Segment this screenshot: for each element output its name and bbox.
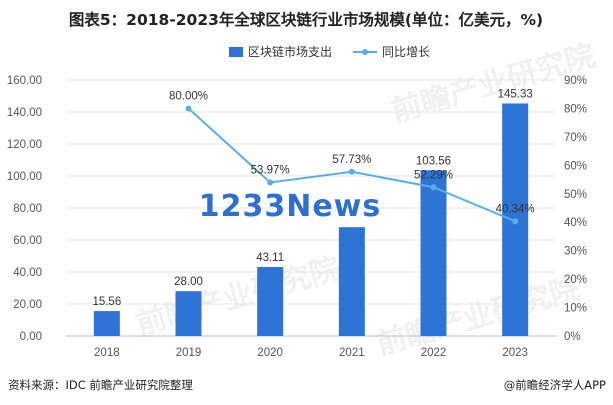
- legend-bar-swatch: [229, 47, 243, 57]
- x-tick-label: 2021: [339, 347, 365, 359]
- bar-data-label: 103.56: [416, 155, 451, 167]
- y-right-tick-label: 30%: [564, 246, 587, 258]
- legend-line-marker: [362, 49, 368, 55]
- bar-data-label: 28.00: [174, 276, 203, 288]
- chart-title: 图表5：2018-2023年全球区块链行业市场规模(单位：亿美元，%): [69, 10, 543, 29]
- credit-note: @前瞻经济学人APP: [504, 378, 606, 392]
- bar: [338, 227, 365, 336]
- y-left-tick-label: 120.00: [7, 139, 42, 151]
- y-right-tick-label: 0%: [564, 331, 581, 343]
- x-tick-label: 2018: [94, 347, 120, 359]
- growth-point: [267, 179, 274, 186]
- growth-data-label: 52.29%: [414, 169, 453, 181]
- growth-data-label: 80.00%: [169, 90, 208, 102]
- y-right-tick-label: 90%: [564, 75, 587, 87]
- x-tick-label: 2022: [421, 347, 447, 359]
- growth-point: [512, 218, 519, 225]
- x-tick-label: 2023: [502, 347, 528, 359]
- y-left-tick-label: 140.00: [7, 107, 42, 119]
- y-left-tick-label: 40.00: [13, 267, 42, 279]
- growth-data-label: 40.34%: [496, 203, 535, 215]
- growth-point: [185, 105, 192, 112]
- y-right-tick-label: 50%: [564, 189, 587, 201]
- bar-data-label: 145.33: [498, 88, 533, 100]
- y-left-tick-label: 160.00: [7, 75, 42, 87]
- bar: [175, 291, 202, 336]
- y-right-tick-label: 10%: [564, 303, 587, 315]
- bar: [420, 170, 447, 336]
- overlay-watermark-text: 1233News: [199, 189, 382, 224]
- bar-data-label: 43.11: [256, 252, 284, 264]
- y-right-tick-label: 60%: [564, 160, 587, 172]
- plot-area: 0.00 20.00 40.00 60.00 80.00 100.00 120.00 140.…: [7, 75, 587, 359]
- y-left-tick-label: 20.00: [13, 299, 42, 311]
- y-right-tick-label: 70%: [564, 132, 587, 144]
- y-right-tick-label: 20%: [564, 274, 587, 286]
- growth-point: [348, 168, 355, 175]
- watermark-text: 前瞻产业研究院: [133, 251, 345, 343]
- bar-data-label: 15.56: [92, 296, 121, 308]
- y-left-tick-label: 60.00: [13, 235, 42, 247]
- legend-line-label: 同比增长: [382, 45, 430, 59]
- y-right-tick-label: 40%: [564, 217, 587, 229]
- source-note: 资料来源：IDC 前瞻产业研究院整理: [8, 378, 193, 392]
- growth-data-label: 57.73%: [332, 154, 371, 166]
- x-tick-label: 2019: [176, 347, 202, 359]
- bar: [257, 267, 284, 336]
- legend-bar-label: 区块链市场支出: [248, 44, 332, 59]
- y-left-tick-label: 100.00: [7, 171, 42, 183]
- growth-data-label: 53.97%: [251, 164, 290, 176]
- x-tick-label: 2020: [257, 347, 283, 359]
- watermark-text: 前瞻产业研究院: [373, 271, 585, 363]
- growth-point: [430, 184, 437, 191]
- y-left-tick-label: 80.00: [13, 203, 42, 215]
- y-right-tick-label: 80%: [564, 103, 587, 115]
- y-left-tick-label: 0.00: [20, 331, 42, 343]
- legend: 区块链市场支出 同比增长: [229, 44, 430, 59]
- bar: [93, 311, 120, 336]
